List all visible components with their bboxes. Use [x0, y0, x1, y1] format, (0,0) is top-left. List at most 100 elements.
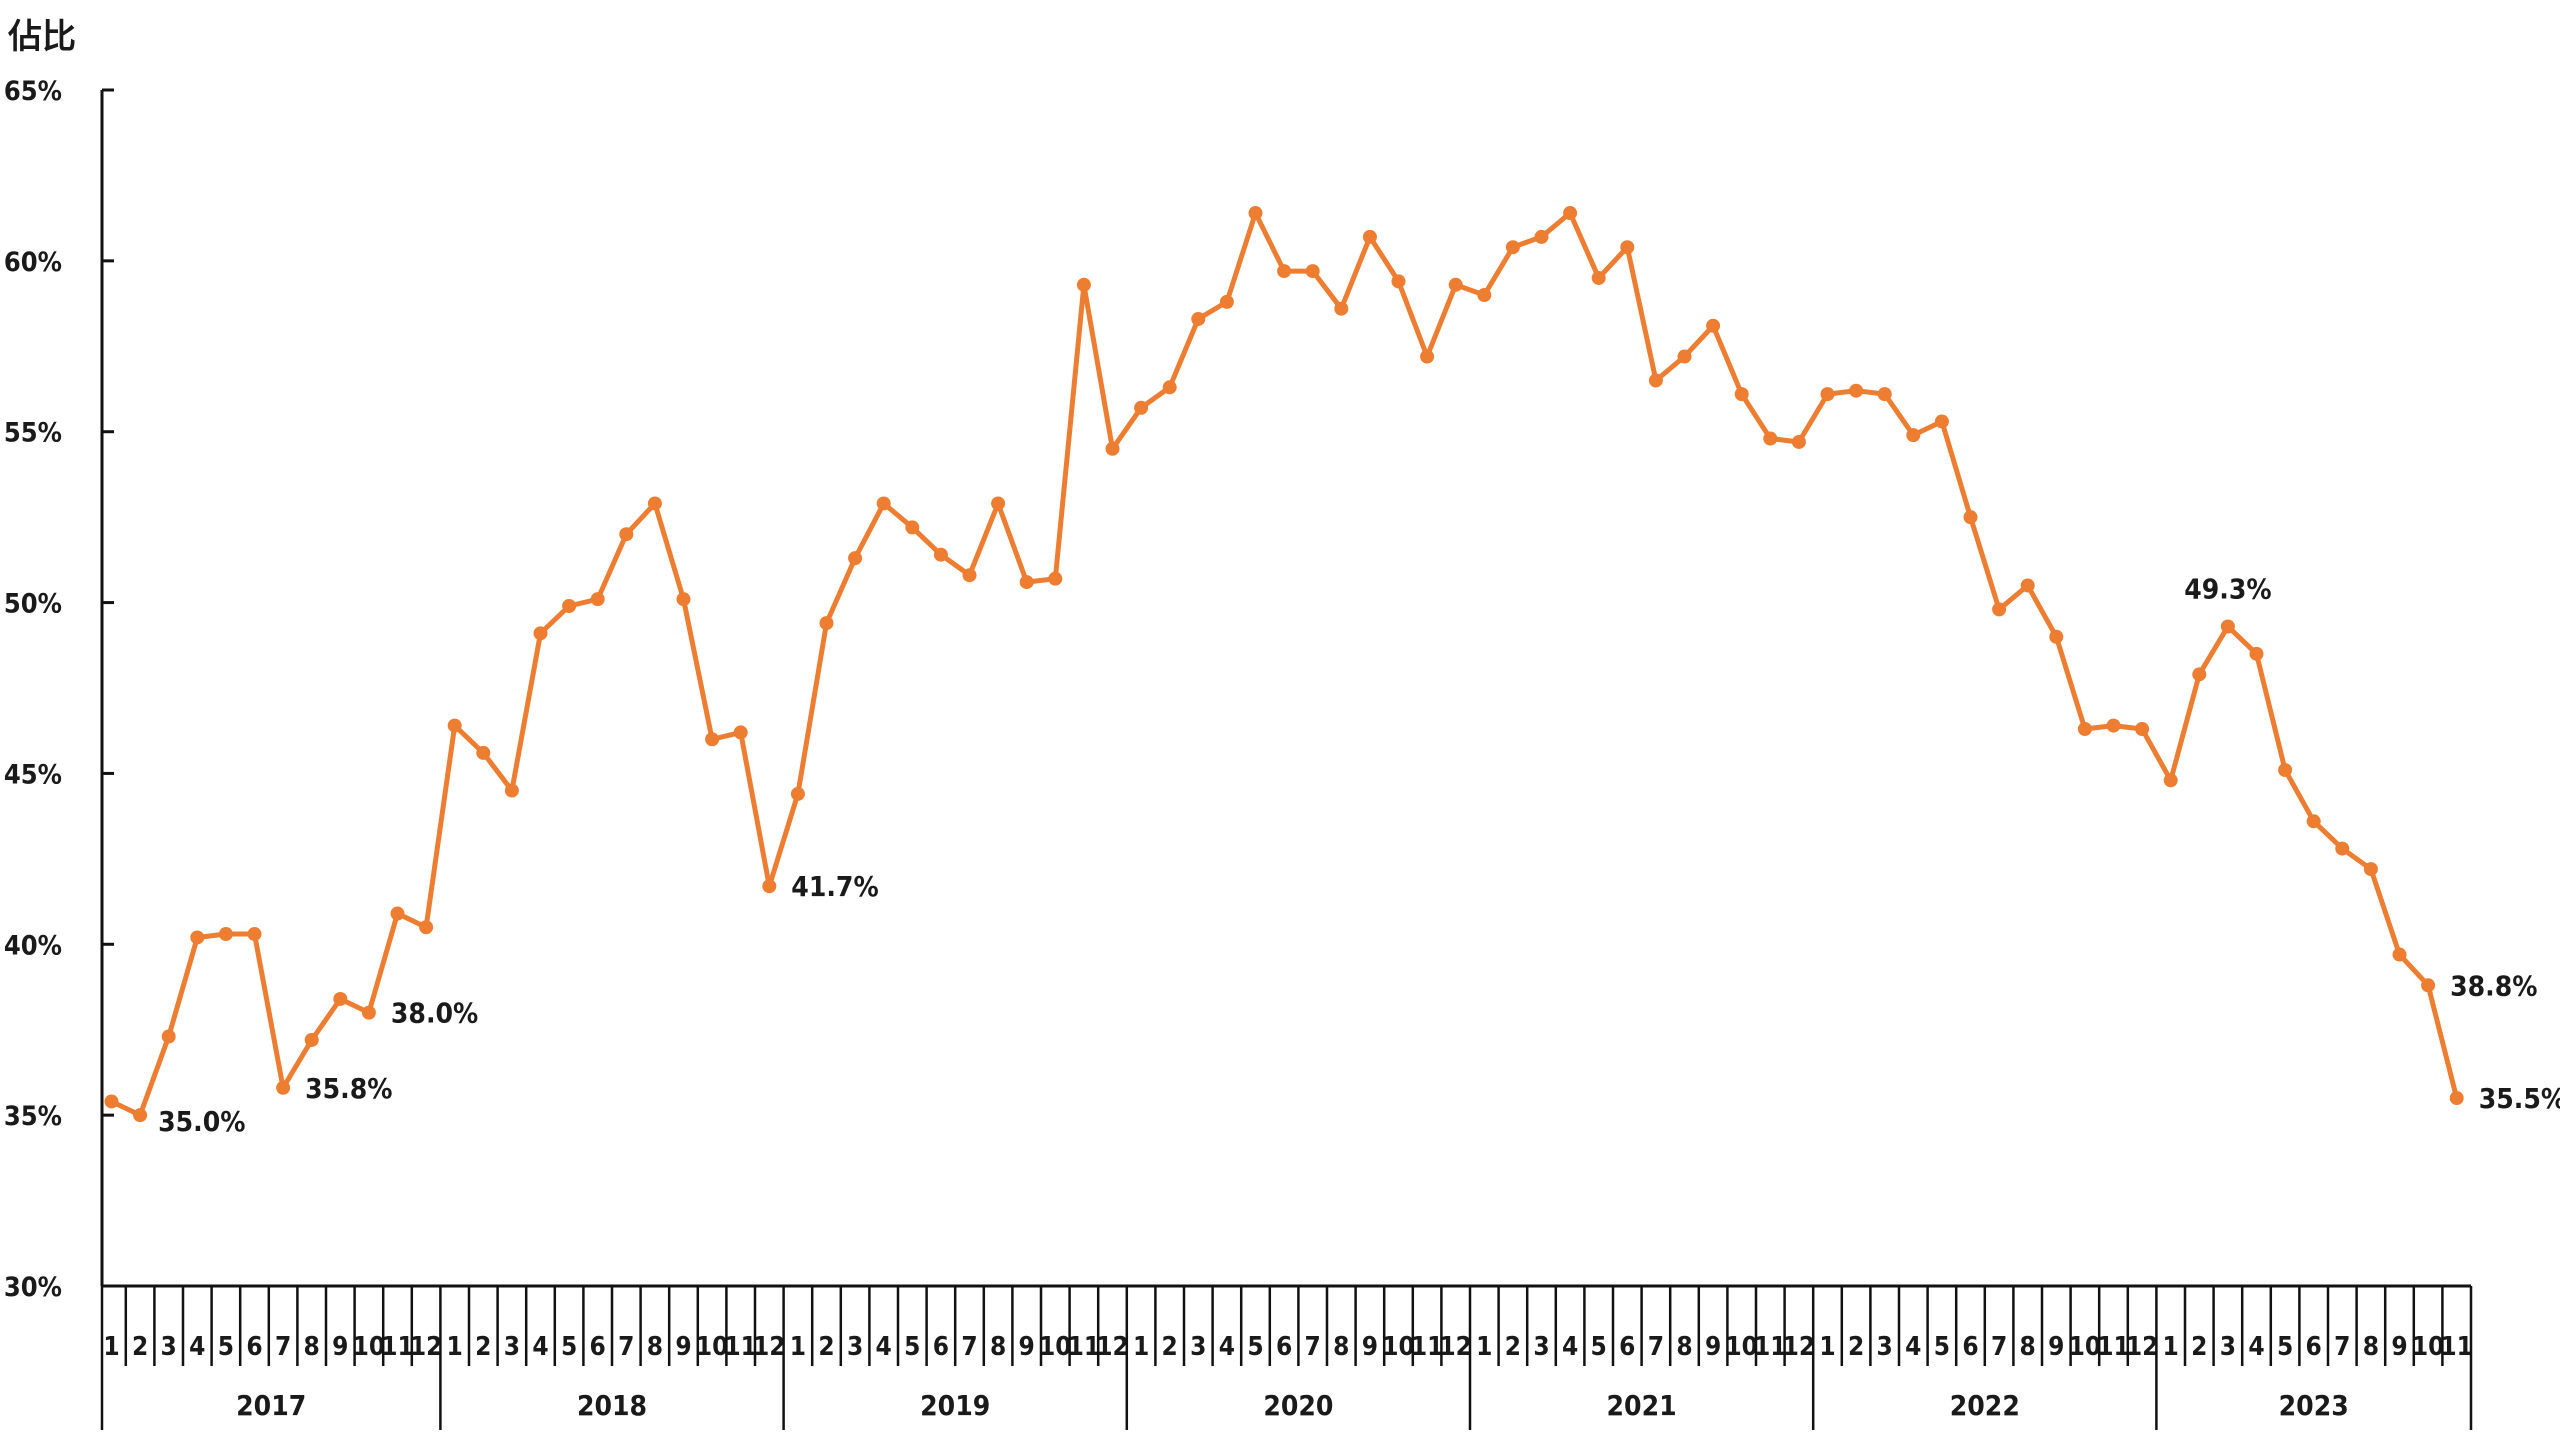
year-label: 2022	[1950, 1389, 2020, 1422]
data-label: 41.7%	[791, 870, 878, 903]
data-point	[1934, 414, 1949, 429]
month-tick-label: 7	[961, 1332, 977, 1362]
month-tick-label: 1	[103, 1332, 119, 1362]
data-point	[962, 568, 977, 583]
y-axis: 30% 35% 40% 45% 50% 55% 60% 65%	[4, 76, 114, 1303]
month-tick-label: 6	[1276, 1332, 1292, 1362]
data-point	[533, 626, 548, 641]
data-point	[1820, 387, 1835, 402]
month-tick-label: 1	[1819, 1332, 1835, 1362]
month-tick-label: 5	[561, 1332, 577, 1362]
month-tick-label: 10	[1039, 1332, 1072, 1362]
year-label: 2021	[1607, 1389, 1677, 1422]
month-tick-label: 6	[933, 1332, 949, 1362]
y-tick-label: 35%	[4, 1101, 62, 1132]
month-tick-label: 11	[2440, 1332, 2473, 1362]
data-point	[733, 725, 748, 740]
month-tick-label: 7	[1305, 1332, 1321, 1362]
y-tick-label: 60%	[4, 247, 62, 278]
data-labels: 35.0% 35.8% 38.0% 41.7% 49.3% 38.8% 35.5%	[158, 572, 2560, 1138]
data-point	[2077, 722, 2092, 737]
month-tick-label: 12	[2126, 1332, 2159, 1362]
data-point	[590, 592, 605, 607]
y-tick-label: 65%	[4, 76, 62, 107]
y-tick-label: 55%	[4, 418, 62, 449]
month-tick-label: 11	[724, 1332, 757, 1362]
data-label: 38.8%	[2450, 969, 2537, 1002]
data-point	[419, 920, 434, 935]
data-point	[1877, 387, 1892, 402]
month-tick-label: 11	[2097, 1332, 2130, 1362]
month-tick-label: 2	[1505, 1332, 1521, 1362]
data-point	[361, 1005, 376, 1020]
data-point	[161, 1029, 176, 1044]
data-point	[676, 592, 691, 607]
data-point	[2106, 718, 2121, 733]
data-point	[104, 1094, 119, 1109]
month-tick-label: 1	[790, 1332, 806, 1362]
month-tick-label: 8	[304, 1332, 320, 1362]
data-label: 35.0%	[158, 1105, 245, 1138]
month-tick-label: 11	[1754, 1332, 1787, 1362]
month-tick-label: 2	[1162, 1332, 1178, 1362]
month-tick-label: 6	[1962, 1332, 1978, 1362]
month-tick-label: 7	[1648, 1332, 1664, 1362]
data-point	[2278, 763, 2293, 778]
series-path	[109, 210, 2460, 1118]
month-tick-label: 10	[696, 1332, 729, 1362]
month-tick-label: 12	[410, 1332, 443, 1362]
data-point	[1791, 434, 1806, 449]
month-tick-label: 12	[1439, 1332, 1472, 1362]
month-tick-label: 8	[2020, 1332, 2036, 1362]
month-tick-label: 6	[246, 1332, 262, 1362]
month-tick-label: 5	[1247, 1332, 1263, 1362]
month-tick-label: 9	[2391, 1332, 2407, 1362]
data-point	[1505, 240, 1520, 255]
data-point	[190, 930, 205, 945]
month-tick-label: 9	[675, 1332, 691, 1362]
data-point	[2220, 619, 2235, 634]
month-tick-label: 8	[647, 1332, 663, 1362]
data-point	[905, 520, 920, 535]
month-tick-label: 11	[1068, 1332, 1101, 1362]
data-point	[1648, 373, 1663, 388]
data-point	[1019, 575, 1034, 590]
data-point	[1305, 264, 1320, 279]
month-tick-label: 2	[475, 1332, 491, 1362]
data-point	[1992, 602, 2007, 617]
month-tick-label: 5	[218, 1332, 234, 1362]
month-tick-label: 5	[904, 1332, 920, 1362]
month-tick-label: 10	[1382, 1332, 1415, 1362]
data-point	[2249, 646, 2264, 661]
month-tick-label: 11	[1411, 1332, 1444, 1362]
month-tick-label: 10	[353, 1332, 386, 1362]
month-tick-label: 8	[1676, 1332, 1692, 1362]
data-point	[1477, 288, 1492, 303]
data-point	[1391, 274, 1406, 289]
y-tick-label: 40%	[4, 930, 62, 961]
month-tick-label: 2	[132, 1332, 148, 1362]
data-point	[1563, 206, 1578, 221]
year-label: 2018	[577, 1389, 647, 1422]
data-point	[1706, 318, 1721, 333]
data-point	[1134, 400, 1149, 415]
month-tick-label: 4	[2248, 1332, 2264, 1362]
month-tick-label: 7	[275, 1332, 291, 1362]
data-point	[247, 927, 262, 942]
data-point	[790, 786, 805, 801]
data-point	[2421, 978, 2436, 993]
month-tick-label: 3	[1877, 1332, 1893, 1362]
data-point	[762, 879, 777, 894]
data-point	[2449, 1091, 2464, 1106]
month-tick-label: 9	[2048, 1332, 2064, 1362]
data-point	[2020, 578, 2035, 593]
data-point	[1334, 301, 1349, 316]
data-point	[1277, 264, 1292, 279]
data-point	[2306, 814, 2321, 829]
month-tick-label: 12	[753, 1332, 786, 1362]
month-tick-label: 9	[1362, 1332, 1378, 1362]
data-point	[933, 547, 948, 562]
data-label: 35.5%	[2479, 1082, 2560, 1115]
data-point	[1849, 383, 1864, 398]
